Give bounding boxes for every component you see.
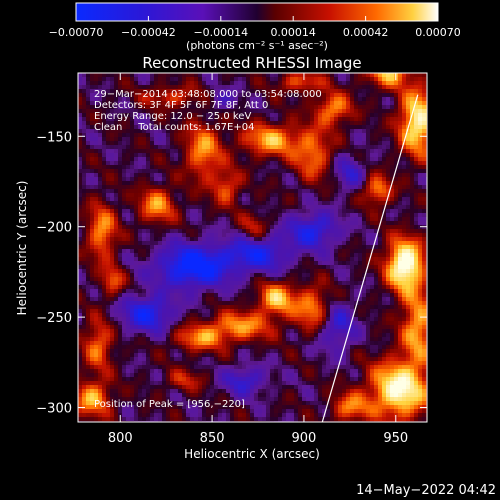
plot-frame [77, 72, 428, 423]
annotation-detectors: Detectors: 3F 4F 5F 6F 7F 8F, Att 0 [94, 100, 268, 111]
colorbar-tick-label: 0.00070 [415, 26, 461, 39]
x-tick-label: 950 [383, 431, 408, 446]
annotation-block: 29−Mar−2014 03:48:08.000 to 03:54:08.000… [94, 89, 322, 133]
annotation-clean-counts: Clean Total counts: 1.67E+04 [94, 122, 254, 133]
solar-limb-line [321, 94, 419, 422]
y-tick-label: −250 [36, 311, 72, 326]
colorbar-ticks: −0.00070 −0.00042 −0.00014 0.00014 0.00042 0.… [49, 16, 461, 39]
y-tick-label: −300 [36, 402, 72, 417]
x-axis-label: Heliocentric X (arcsec) [184, 447, 320, 461]
x-tick-label: 850 [200, 431, 225, 446]
colorbar-tick-label: 0.00042 [343, 26, 389, 39]
chart-title: Reconstructed RHESSI Image [142, 54, 361, 72]
x-axis-ticks: 800 850 900 950 [108, 73, 408, 446]
annotation-time-range: 29−Mar−2014 03:48:08.000 to 03:54:08.000 [94, 89, 322, 100]
x-tick-label: 900 [292, 431, 317, 446]
colorbar-tick-label: −0.00014 [193, 26, 248, 39]
y-axis-ticks: −150 −200 −250 −300 [36, 130, 427, 417]
colorbar-unit-label: (photons cm⁻² s⁻¹ asec⁻²) [186, 39, 328, 52]
x-tick-label: 800 [108, 431, 133, 446]
colorbar [75, 2, 439, 22]
y-tick-label: −200 [36, 221, 72, 236]
colorbar-tick-label: 0.00014 [270, 26, 316, 39]
annotation-energy-range: Energy Range: 12.0 − 25.0 keV [94, 111, 251, 122]
y-tick-label: −150 [36, 130, 72, 145]
peak-position-label: Position of Peak = [956,−220] [94, 399, 245, 410]
colorbar-tick-label: −0.00042 [121, 26, 176, 39]
heatmap-image [78, 73, 427, 422]
colorbar-tick-label: −0.00070 [49, 26, 104, 39]
y-axis-label: Heliocentric Y (arcsec) [15, 181, 29, 316]
footer-date: 14−May−2022 04:42 [356, 483, 496, 498]
